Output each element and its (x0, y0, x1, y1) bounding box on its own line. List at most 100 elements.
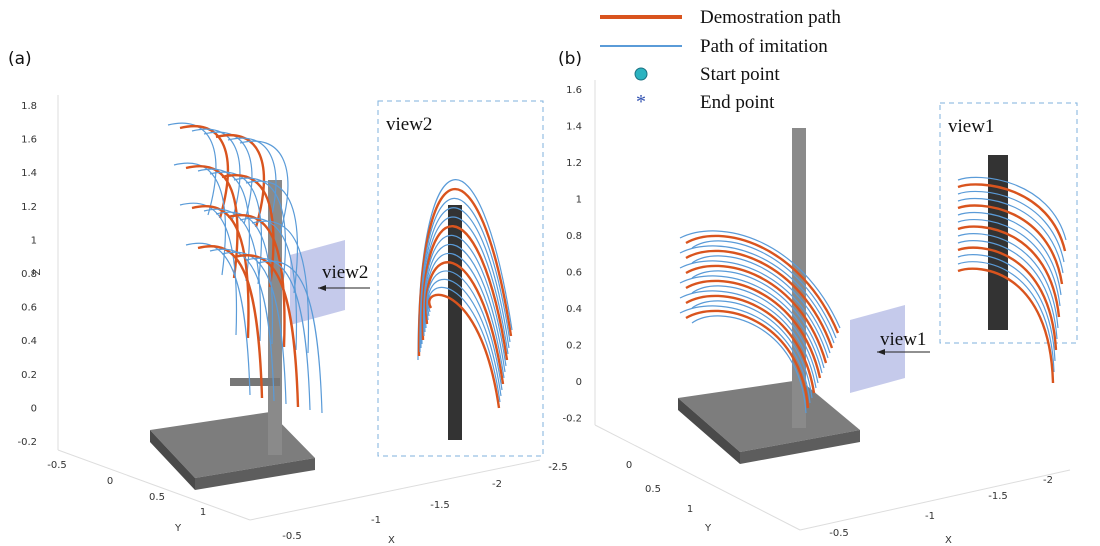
imitation-path (215, 211, 274, 345)
demo-path (957, 246, 1058, 351)
imitation-path (191, 128, 241, 222)
imitation-path (426, 270, 503, 391)
imitation-path (245, 257, 311, 411)
inset-frame (377, 100, 544, 457)
imitation-path (691, 255, 831, 354)
demo-path (685, 264, 828, 364)
base (678, 380, 860, 452)
z-tick-label: -0.2 (17, 437, 37, 448)
axis-label: Y (174, 523, 182, 534)
demo-path (233, 254, 300, 408)
imitation-path (209, 171, 262, 285)
imitation-path (679, 290, 817, 389)
demo-path (685, 279, 822, 379)
demo-path (685, 294, 816, 394)
legend-swatch: * (636, 91, 646, 113)
legend-entry: End point (700, 92, 775, 113)
panel-label: (b) (558, 49, 582, 69)
imitation-path (427, 278, 502, 397)
imitation-path (691, 240, 837, 339)
demo-path (957, 183, 1067, 252)
y-tick-label: 0 (107, 476, 113, 487)
imitation-path (957, 219, 1061, 307)
demo-path (417, 188, 513, 357)
imitation-path (679, 275, 823, 374)
inset-label: view2 (386, 114, 432, 135)
z-tick-label: 1.2 (21, 202, 37, 213)
imitation-path (209, 248, 275, 402)
imitation-path (179, 202, 238, 336)
z-tick-label: 0 (31, 403, 37, 414)
x-tick-label: -1.5 (430, 500, 450, 511)
imitation-path (251, 220, 310, 354)
column (448, 205, 462, 440)
y-tick-label: 0 (626, 460, 632, 471)
demo-path (685, 249, 834, 349)
column (988, 155, 1008, 330)
imitation-path (957, 254, 1056, 362)
imitation-path (239, 140, 289, 234)
z-tick-label: 0.2 (21, 370, 37, 381)
imitation-path (691, 315, 807, 414)
imitation-path (239, 217, 298, 351)
x-tick-label: -0.5 (282, 531, 302, 542)
z-tick-label: 1.8 (21, 101, 37, 112)
legend-entry: Start point (700, 64, 780, 85)
demo-path (685, 234, 840, 334)
imitation-path (185, 242, 251, 396)
demo-path (221, 174, 275, 288)
panel-label: (a) (8, 49, 32, 69)
imitation-path (691, 285, 819, 384)
y-tick-label: 0.5 (149, 492, 165, 503)
imitation-path (957, 240, 1058, 340)
demo-path (197, 245, 264, 399)
imitation-path (679, 230, 841, 329)
axis-label: X (388, 535, 395, 546)
demo-path (191, 205, 250, 339)
imitation-path (691, 270, 825, 369)
x-tick-label: -2 (492, 479, 502, 490)
z-tick-label: 0.2 (566, 341, 582, 352)
legend: * Demostration path Path of imitation St… (600, 7, 841, 113)
imitation-path (422, 234, 507, 367)
view-plane (290, 240, 345, 325)
imitation-path (957, 261, 1055, 373)
demo-path (428, 293, 501, 409)
imitation-path (427, 286, 501, 403)
imitation-path (679, 305, 811, 404)
imitation-path (957, 176, 1067, 241)
y-tick-label: 0.5 (645, 484, 661, 495)
panel-a-art (57, 95, 544, 521)
panel-b-art (594, 80, 1078, 531)
z-tick-label: 0 (576, 377, 582, 388)
view-plane (850, 305, 905, 393)
z-tick-label: 1.4 (566, 122, 582, 133)
legend-entry: Demostration path (700, 7, 841, 28)
demo-path (227, 214, 286, 348)
imitation-path (245, 180, 298, 294)
inset-frame (939, 102, 1078, 344)
imitation-path (420, 207, 510, 349)
axis-label: Z (32, 268, 43, 275)
legend-entry: Path of imitation (700, 36, 828, 57)
demo-path (185, 165, 239, 279)
imitation-path (167, 122, 217, 216)
y-tick-label: 1 (200, 507, 206, 518)
z-tick-label: 0.6 (21, 303, 37, 314)
z-tick-label: 0.6 (566, 268, 582, 279)
z-tick-label: -0.2 (562, 414, 582, 425)
z-tick-label: 0.8 (566, 231, 582, 242)
demo-path (957, 204, 1064, 285)
imitation-path (957, 233, 1059, 329)
imitation-path (203, 208, 262, 342)
x-tick-label: -0.5 (829, 528, 849, 539)
imitation-path (957, 190, 1065, 263)
x-tick-label: -1 (925, 511, 935, 522)
imitation-path (419, 197, 511, 353)
z-tick-label: 1.2 (566, 158, 582, 169)
z-tick-label: 1.6 (21, 135, 37, 146)
column (268, 180, 282, 455)
imitation-path (227, 137, 277, 231)
imitation-path (691, 300, 813, 399)
